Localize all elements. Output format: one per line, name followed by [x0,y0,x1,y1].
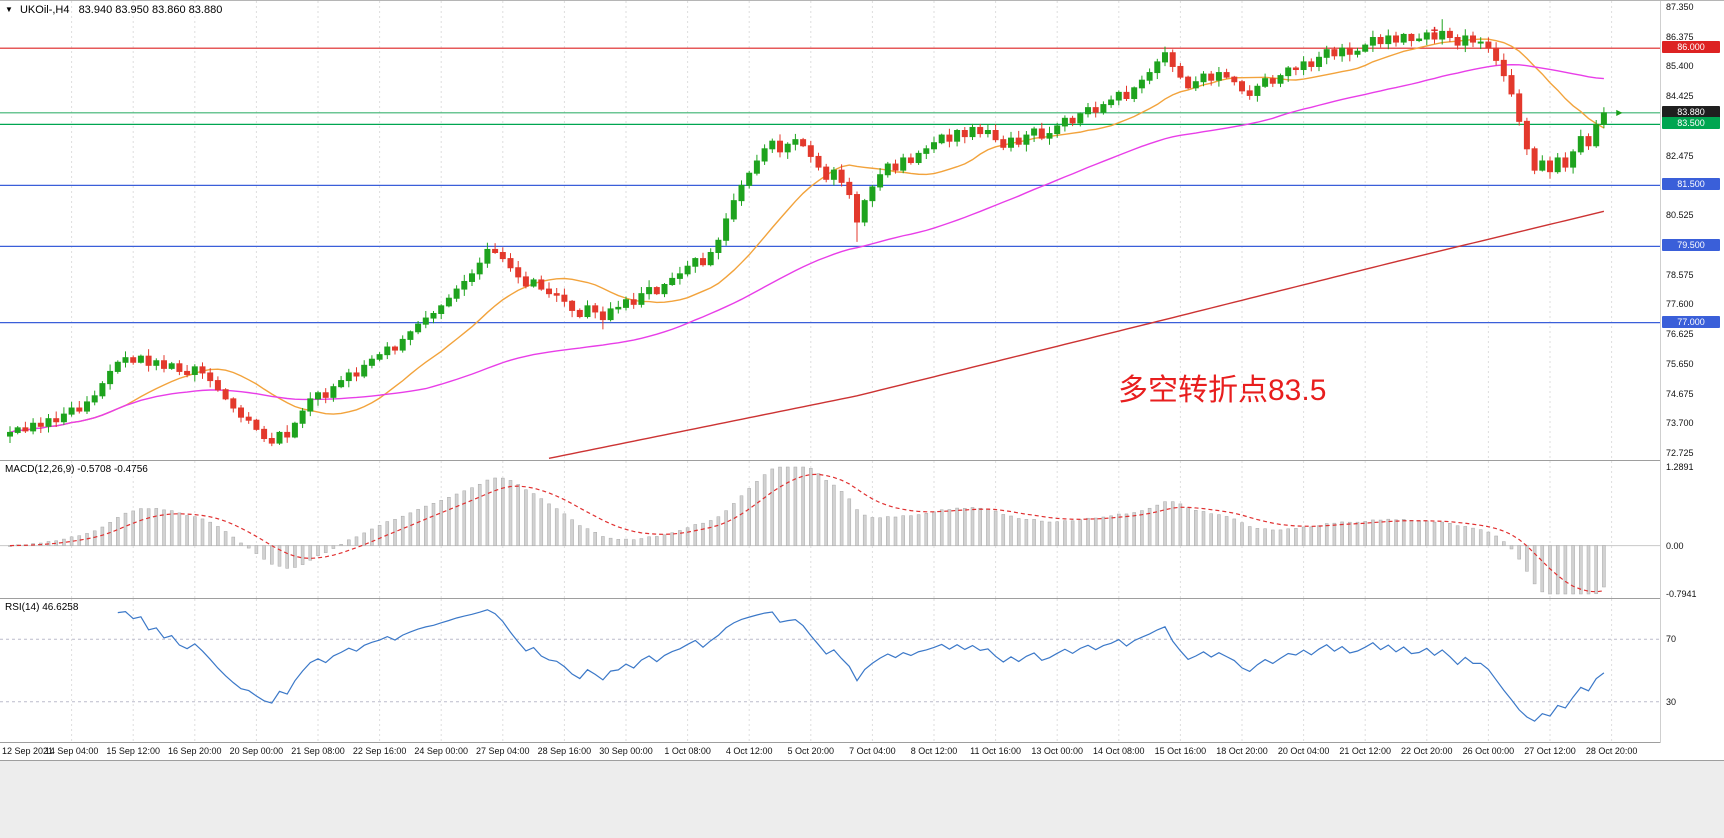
price-tick-label: 87.350 [1666,2,1694,12]
date-tick-label: 24 Sep 00:00 [414,746,468,756]
macd-indicator-label: MACD(12,26,9) -0.5708 -0.4756 [5,464,148,475]
date-tick-label: 20 Oct 04:00 [1277,746,1330,756]
rsi-tick-label: 30 [1666,696,1677,707]
macd-tick-label: 0.00 [1666,540,1684,551]
price-tag-77.000: 77.000 [1662,315,1720,328]
price-arrow-marker: ▶ [1616,108,1623,117]
price-tick-label: 84.425 [1666,91,1694,102]
date-tick-label: 21 Sep 08:00 [291,746,345,756]
date-tick-label: 4 Oct 12:00 [725,746,773,756]
date-tick-label: 14 Oct 08:00 [1093,746,1145,756]
time-axis: 12 Sep 2021 14 Sep 04:00 15 Sep 12:00 16 Se… [0,743,1724,761]
rsi-chart-canvas[interactable] [0,599,1660,742]
symbol-timeframe-label: UKOil-,H4 [19,4,70,16]
price-chart-canvas[interactable]: +▶ [0,1,1660,460]
bottom-strip [0,761,1724,838]
rsi-indicator-label: RSI(14) 46.6258 [5,602,79,613]
date-tick-label: 13 Oct 00:00 [1031,746,1083,756]
date-tick-label: 8 Oct 12:00 [910,746,958,756]
price-tick-label: 77.600 [1666,299,1694,310]
date-tick-label: 16 Sep 20:00 [168,746,222,756]
price-tick-label: 75.650 [1666,358,1694,369]
date-tick-label: 26 Oct 00:00 [1462,746,1515,756]
price-tag-81.500: 81.500 [1662,178,1720,191]
date-tick-label: 30 Sep 00:00 [599,746,653,756]
price-tick-label: 78.575 [1666,269,1694,280]
macd-tick-label: -0.7941 [1666,589,1697,599]
date-tick-label: 21 Oct 12:00 [1339,746,1391,756]
date-tick-label: 15 Oct 16:00 [1154,746,1207,756]
price-panel: + ▶ ▼ UKOil-,H4 83.940 83.950 83.860 83.8… [0,1,1660,461]
date-tick-label: 27 Oct 12:00 [1524,746,1576,756]
date-tick-label: 7 Oct 04:00 [849,746,896,756]
date-tick-label: 12 Sep 2021 [2,746,54,756]
date-tick-label: 28 Sep 16:00 [537,746,592,756]
expander-icon[interactable]: ▼ [5,5,13,14]
price-tag-83.500: 83.500 [1662,117,1720,130]
rsi-panel: RSI(14) 46.6258 [0,599,1660,743]
price-tick-label: 76.625 [1666,329,1694,340]
date-tick-label: 14 Sep 04:00 [44,746,99,756]
price-tick-label: 85.400 [1666,61,1694,72]
price-tick-label: 74.675 [1666,388,1694,399]
date-tick-label: 5 Oct 20:00 [787,746,835,756]
price-tick-label: 73.700 [1666,418,1694,429]
macd-tick-label: 1.2891 [1666,462,1694,472]
cross-marker: + [1431,22,1439,37]
date-tick-label: 18 Oct 20:00 [1216,746,1268,756]
price-tag-86.000: 86.000 [1662,41,1720,54]
date-tick-label: 1 Oct 08:00 [664,746,711,756]
date-tick-label: 27 Sep 04:00 [476,746,530,756]
ohlc-readout: 83.940 83.950 83.860 83.880 [78,4,223,16]
price-axis: 87.35086.37585.40084.42583.45082.47581.5… [1660,1,1724,743]
date-tick-label: 20 Sep 00:00 [229,746,284,756]
rsi-tick-label: 70 [1666,634,1677,645]
price-tick-label: 86.375 [1666,31,1694,42]
price-tick-label: 72.725 [1666,448,1694,458]
date-tick-label: 22 Sep 16:00 [352,746,407,756]
date-tick-label: 11 Oct 16:00 [970,746,1022,756]
annotation-text: 多空转折点83.5 [1118,374,1327,407]
price-tag-83.880: 83.880 [1662,105,1720,118]
price-tag-79.500: 79.500 [1662,239,1720,252]
date-tick-label: 22 Oct 20:00 [1401,746,1453,756]
date-tick-label: 15 Sep 12:00 [106,746,160,756]
date-tick-label: 28 Oct 20:00 [1585,746,1638,756]
chart-title: ▼ UKOil-,H4 83.940 83.950 83.860 83.880 [5,4,222,16]
macd-panel: MACD(12,26,9) -0.5708 -0.4756 [0,461,1660,599]
price-tick-label: 82.475 [1666,150,1694,161]
price-tick-label: 80.525 [1666,210,1694,221]
macd-chart-canvas[interactable] [0,461,1660,598]
